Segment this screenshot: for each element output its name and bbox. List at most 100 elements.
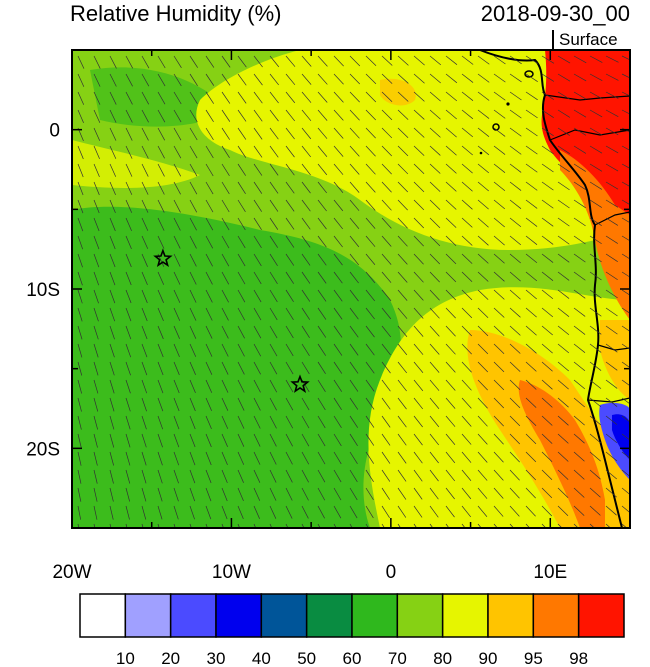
wind-vector <box>301 451 310 465</box>
wind-vector <box>269 163 279 176</box>
wind-vector <box>525 307 537 318</box>
wind-vector <box>269 469 277 483</box>
wind-vector <box>381 235 392 247</box>
wind-vector <box>317 361 326 374</box>
wind-vector <box>269 145 279 158</box>
wind-vector <box>93 289 99 304</box>
wind-vector <box>525 271 538 282</box>
colorbar-label: 10 <box>116 649 135 667</box>
wind-vector <box>333 127 344 139</box>
wind-vector <box>349 235 360 248</box>
wind-vector <box>253 307 262 321</box>
wind-vector <box>429 163 441 174</box>
wind-vector <box>173 73 182 87</box>
wind-vector <box>493 109 506 119</box>
wind-vector <box>381 181 392 193</box>
wind-vector <box>461 397 472 409</box>
wind-vector <box>589 55 603 63</box>
wind-vector <box>557 109 571 118</box>
wind-vector <box>557 289 570 299</box>
wind-vector <box>141 343 148 358</box>
wind-vector <box>525 235 538 245</box>
wind-vector <box>445 163 457 174</box>
wind-vector <box>269 235 278 248</box>
x-tick-label: 0 <box>386 562 397 583</box>
wind-vector <box>157 235 165 249</box>
wind-vector <box>317 451 326 465</box>
wind-vector <box>381 487 391 500</box>
wind-vector <box>397 379 407 392</box>
wind-vector <box>525 145 538 155</box>
wind-vector <box>589 487 601 498</box>
wind-vector <box>77 163 84 178</box>
wind-vector <box>125 271 132 286</box>
wind-vector <box>573 109 587 118</box>
wind-vector <box>253 469 261 483</box>
wind-vector <box>189 487 196 502</box>
wind-vector <box>477 235 489 246</box>
star-marker <box>290 374 310 393</box>
wind-vector <box>317 379 326 393</box>
wind-vector <box>413 505 423 518</box>
wind-vector <box>189 343 197 357</box>
wind-vector <box>541 109 554 118</box>
wind-vector <box>93 523 96 528</box>
wind-vector <box>125 361 131 376</box>
wind-vector <box>557 343 570 354</box>
wind-vector <box>285 307 294 321</box>
wind-vector <box>157 433 163 448</box>
wind-vector <box>365 487 374 501</box>
wind-vector <box>301 505 309 519</box>
wind-vector <box>461 145 473 156</box>
wind-vector <box>573 163 586 172</box>
wind-vector <box>269 199 279 212</box>
wind-vector <box>157 415 164 430</box>
wind-vector <box>93 505 98 520</box>
wind-vector <box>157 307 164 322</box>
wind-vector <box>589 307 602 317</box>
wind-vector <box>221 163 230 177</box>
wind-vector <box>301 163 311 176</box>
wind-vector <box>525 487 536 499</box>
wind-vector <box>525 397 537 408</box>
colorbar-swatch <box>441 593 489 638</box>
wind-vector <box>477 55 490 65</box>
wind-vector <box>605 271 618 281</box>
wind-vector <box>621 55 630 61</box>
wind-vectors <box>77 55 630 528</box>
wind-vector <box>285 325 294 339</box>
wind-vector <box>205 253 213 267</box>
wind-vector <box>205 127 214 141</box>
wind-vector <box>365 271 376 284</box>
wind-vector <box>621 379 630 387</box>
wind-vector <box>269 109 279 122</box>
wind-vector <box>205 343 213 357</box>
wind-vector <box>317 253 327 266</box>
wind-vector <box>285 73 296 86</box>
wind-vector <box>157 451 163 466</box>
wind-vector <box>317 217 327 230</box>
wind-vector <box>445 73 458 84</box>
wind-vector <box>205 145 214 159</box>
wind-vector <box>493 415 504 427</box>
wind-vector <box>77 235 84 250</box>
wind-vector <box>589 145 603 154</box>
wind-vector <box>573 325 586 335</box>
wind-vector <box>477 91 490 101</box>
wind-vector <box>461 361 472 373</box>
wind-vector <box>381 325 392 338</box>
wind-vector <box>77 379 82 394</box>
wind-vector <box>365 433 375 446</box>
wind-vector <box>77 109 84 123</box>
wind-vector <box>125 397 131 412</box>
wind-vector <box>365 397 375 410</box>
wind-vector <box>221 361 229 375</box>
wind-vector <box>93 253 100 268</box>
wind-vector <box>509 73 522 83</box>
wind-vector <box>541 415 553 426</box>
wind-vector <box>317 55 328 67</box>
wind-vector <box>221 379 229 393</box>
wind-vector <box>493 181 506 192</box>
wind-vector <box>525 361 537 372</box>
wind-vector <box>605 217 619 226</box>
